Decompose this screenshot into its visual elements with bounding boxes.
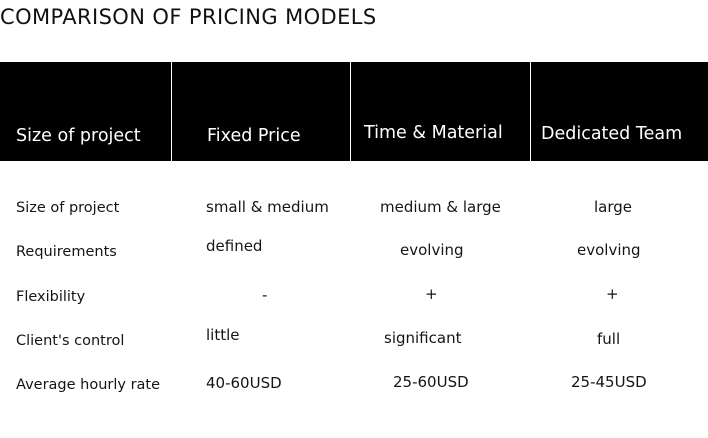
header-cell-size: Size of project — [0, 62, 170, 161]
cell-size-tm: medium & large — [380, 198, 501, 216]
table-header: Size of project Fixed Price Time & Mater… — [0, 62, 708, 161]
row-label-size: Size of project — [16, 200, 120, 216]
cell-requirements-dedicated: evolving — [577, 241, 641, 259]
header-label-time-material: Time & Material — [364, 123, 503, 143]
row-label-client-control: Client's control — [16, 333, 125, 349]
header-cell-fixed-price: Fixed Price — [171, 62, 349, 161]
row-label-hourly-rate: Average hourly rate — [16, 377, 161, 393]
cell-requirements-fixed: defined — [206, 237, 263, 255]
header-label-size: Size of project — [16, 126, 141, 146]
cell-size-fixed: small & medium — [206, 198, 329, 216]
cell-rate-dedicated: 25-45USD — [571, 373, 647, 391]
row-label-flexibility: Flexibility — [16, 289, 86, 305]
cell-flexibility-fixed: - — [262, 286, 268, 304]
header-cell-dedicated-team: Dedicated Team — [530, 62, 708, 161]
cell-control-fixed: little — [206, 326, 240, 344]
page-title: COMPARISON OF PRICING MODELS — [0, 5, 377, 29]
header-label-dedicated-team: Dedicated Team — [541, 124, 683, 144]
cell-flexibility-dedicated: + — [606, 285, 619, 303]
header-label-fixed-price: Fixed Price — [207, 126, 301, 146]
cell-size-dedicated: large — [594, 198, 633, 216]
cell-rate-fixed: 40-60USD — [206, 374, 282, 392]
cell-requirements-tm: evolving — [400, 241, 464, 259]
cell-control-dedicated: full — [597, 330, 621, 348]
row-label-requirements: Requirements — [16, 244, 117, 260]
cell-control-tm: significant — [384, 329, 462, 347]
cell-rate-tm: 25-60USD — [393, 373, 469, 391]
header-cell-time-material: Time & Material — [350, 62, 529, 161]
cell-flexibility-tm: + — [425, 285, 438, 303]
